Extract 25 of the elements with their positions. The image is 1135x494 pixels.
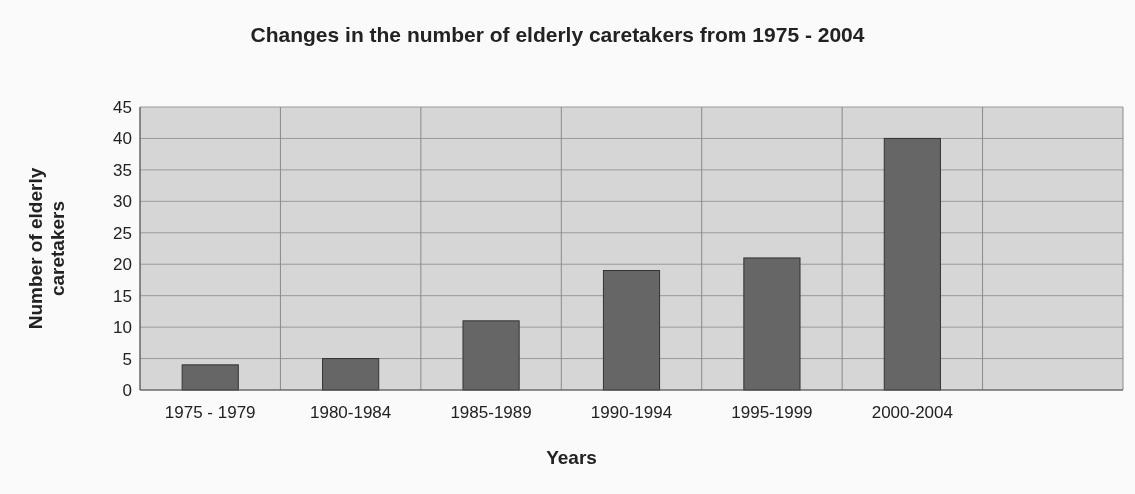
x-axis-title: Years	[546, 447, 597, 468]
x-tick-label: 1995-1999	[731, 403, 813, 422]
y-tick-label: 45	[113, 97, 132, 117]
y-tick-label: 10	[113, 318, 132, 338]
bar	[602, 270, 661, 391]
bar	[462, 320, 520, 391]
y-tick-label: 40	[113, 129, 132, 149]
y-tick-label: 15	[113, 286, 132, 306]
y-tick-label: 20	[113, 255, 132, 275]
x-tick-label: 1980-1984	[309, 403, 392, 422]
bar	[322, 358, 380, 391]
bar	[883, 137, 941, 391]
x-tick-label: 1975 - 1979	[164, 403, 256, 422]
y-tick-label: 25	[113, 223, 132, 243]
y-tick-label: 0	[122, 380, 132, 400]
y-tick-label: 30	[113, 192, 132, 212]
x-tick-label: 2000-2004	[871, 403, 954, 422]
x-tick-label: 1990-1994	[590, 403, 673, 422]
y-axis-title: Number of elderly caretakers	[25, 167, 68, 330]
chart-title: Changes in the number of elderly caretakers from 1975 - 2004	[250, 23, 865, 46]
y-tick-label: 5	[122, 349, 132, 369]
y-tick-label: 35	[113, 160, 132, 180]
bar	[181, 364, 239, 391]
bar	[743, 257, 801, 391]
x-tick-label: 1985-1989	[450, 403, 532, 422]
